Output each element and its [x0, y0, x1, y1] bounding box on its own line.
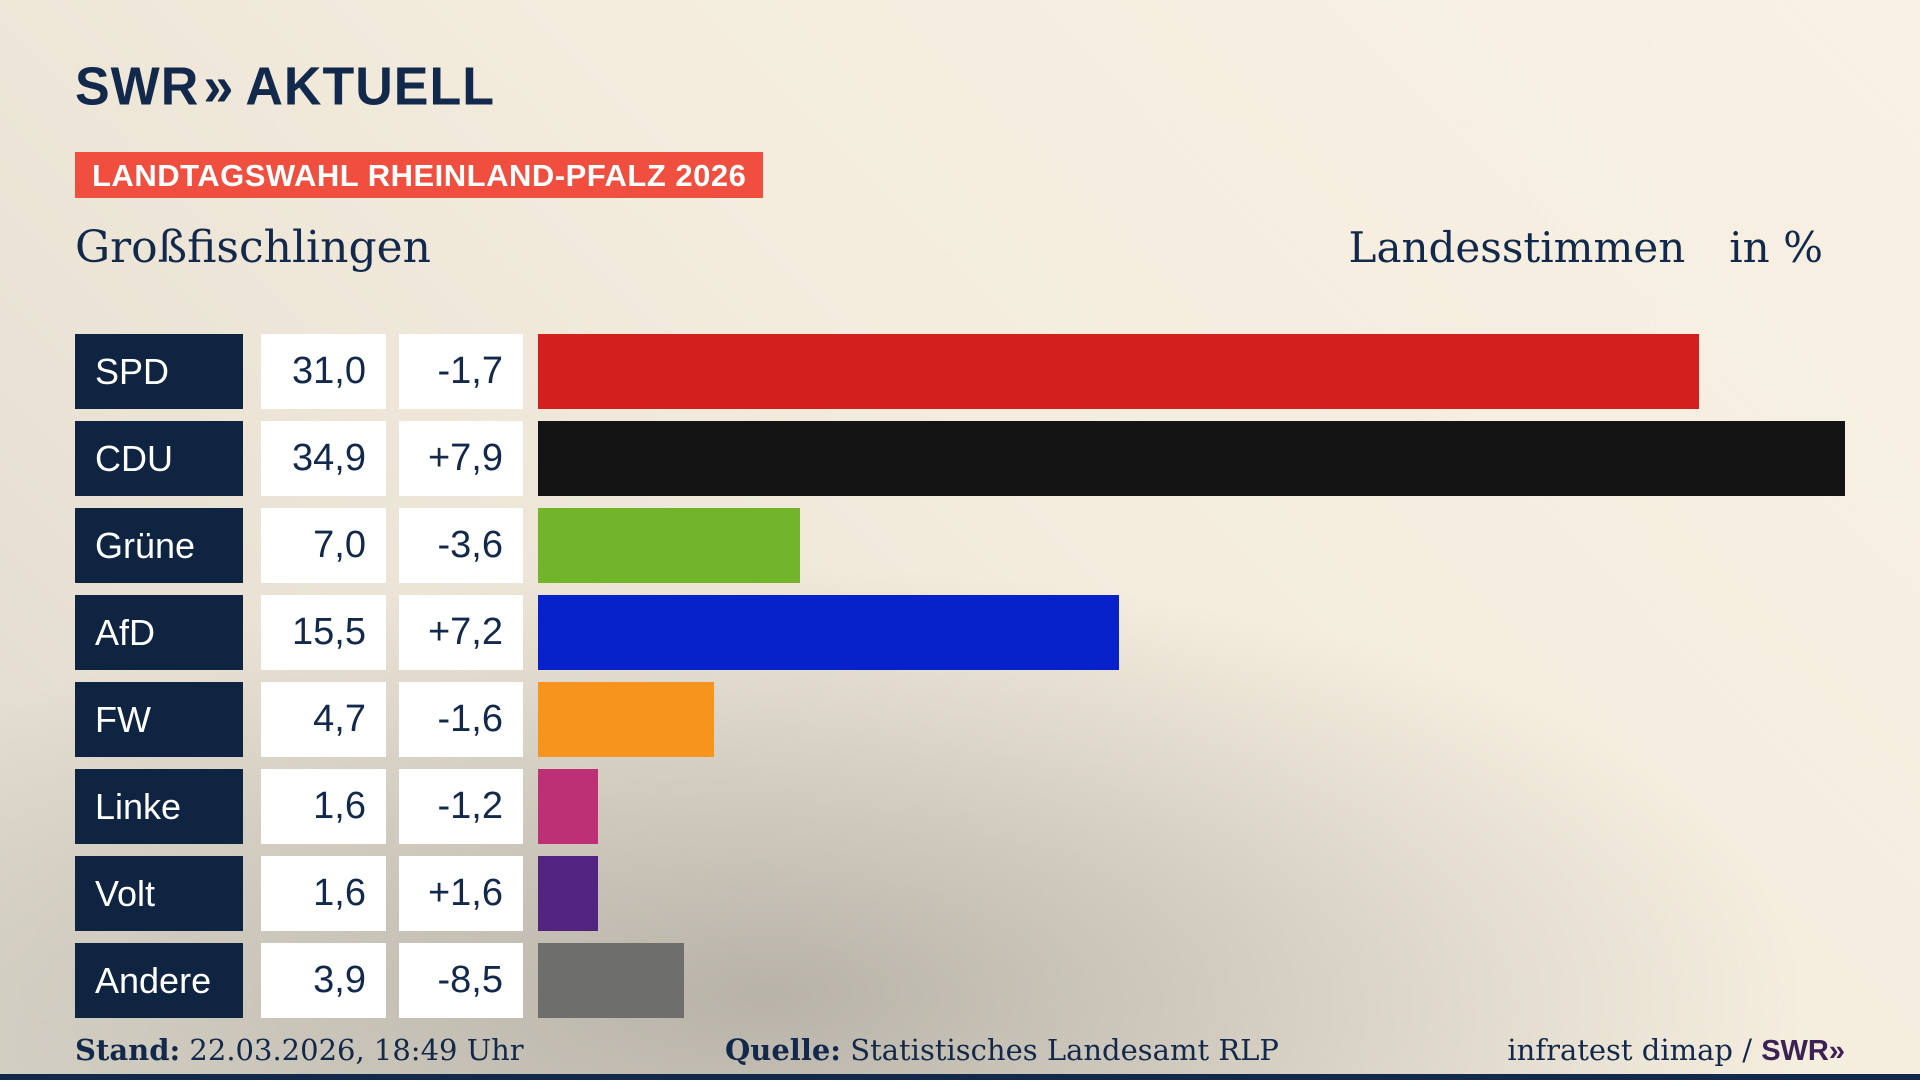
- double-chevron-icon: »: [203, 55, 233, 119]
- chart-subtitle: Landesstimmen in %: [1349, 223, 1823, 272]
- party-change: -1,6: [399, 682, 523, 757]
- title-row: Großfischlingen Landesstimmen in %: [75, 222, 1823, 273]
- table-row: Volt 1,6 +1,6: [75, 856, 1920, 931]
- bar-fill: [538, 856, 598, 931]
- credit-text: infratest dimap /: [1507, 1033, 1752, 1067]
- party-label: Linke: [75, 769, 243, 844]
- table-row: SPD 31,0 -1,7: [75, 334, 1920, 409]
- bar-fill: [538, 508, 801, 583]
- party-change: -1,7: [399, 334, 523, 409]
- party-change: +7,2: [399, 595, 523, 670]
- party-change: -8,5: [399, 943, 523, 1018]
- party-value: 3,9: [261, 943, 386, 1018]
- election-banner: LANDTAGSWAHL RHEINLAND-PFALZ 2026: [75, 152, 764, 198]
- bar-fill: [538, 421, 1846, 496]
- party-label: FW: [75, 682, 243, 757]
- party-value: 34,9: [261, 421, 386, 496]
- party-change: +1,6: [399, 856, 523, 931]
- unit-label: in %: [1729, 223, 1823, 272]
- table-row: Linke 1,6 -1,2: [75, 769, 1920, 844]
- quelle-value: Statistisches Landesamt RLP: [850, 1033, 1279, 1067]
- credit: infratest dimap / SWR»: [1507, 1033, 1845, 1068]
- bottom-accent-bar: [0, 1074, 1920, 1080]
- bar-track: [538, 508, 1920, 583]
- party-label: Grüne: [75, 508, 243, 583]
- timestamp: Stand: 22.03.2026, 18:49 Uhr: [75, 1033, 524, 1067]
- bar-fill: [538, 943, 685, 1018]
- bar-track: [538, 595, 1920, 670]
- vote-type-label: Landesstimmen: [1348, 223, 1686, 272]
- party-label: CDU: [75, 421, 243, 496]
- page-title: Großfischlingen: [75, 222, 431, 273]
- party-label: AfD: [75, 595, 243, 670]
- party-value: 15,5: [261, 595, 386, 670]
- swr-logo-small: SWR»: [1761, 1035, 1845, 1067]
- table-row: AfD 15,5 +7,2: [75, 595, 1920, 670]
- bar-track: [538, 334, 1920, 409]
- party-value: 1,6: [261, 769, 386, 844]
- party-label: Volt: [75, 856, 243, 931]
- bar-fill: [538, 769, 598, 844]
- party-value: 1,6: [261, 856, 386, 931]
- swr-aktuell-logo: SWR » AKTUELL: [75, 55, 495, 119]
- bar-track: [538, 856, 1920, 931]
- bar-track: [538, 421, 1920, 496]
- table-row: Grüne 7,0 -3,6: [75, 508, 1920, 583]
- bar-chart: SPD 31,0 -1,7 CDU 34,9 +7,9 Grüne 7,0 -3…: [75, 334, 1920, 1030]
- bar-track: [538, 943, 1920, 1018]
- party-value: 7,0: [261, 508, 386, 583]
- logo-text: SWR: [75, 56, 200, 118]
- bar-track: [538, 682, 1920, 757]
- party-label: SPD: [75, 334, 243, 409]
- party-change: -1,2: [399, 769, 523, 844]
- bar-fill: [538, 334, 1700, 409]
- bar-track: [538, 769, 1920, 844]
- party-value: 31,0: [261, 334, 386, 409]
- party-label: Andere: [75, 943, 243, 1018]
- party-value: 4,7: [261, 682, 386, 757]
- quelle-label: Quelle:: [725, 1033, 841, 1067]
- table-row: CDU 34,9 +7,9: [75, 421, 1920, 496]
- stand-label: Stand:: [75, 1033, 181, 1067]
- stand-value: 22.03.2026, 18:49 Uhr: [189, 1033, 524, 1067]
- table-row: FW 4,7 -1,6: [75, 682, 1920, 757]
- bar-fill: [538, 682, 715, 757]
- party-change: +7,9: [399, 421, 523, 496]
- party-change: -3,6: [399, 508, 523, 583]
- logo-suffix: AKTUELL: [245, 56, 496, 118]
- table-row: Andere 3,9 -8,5: [75, 943, 1920, 1018]
- source: Quelle: Statistisches Landesamt RLP: [725, 1033, 1279, 1067]
- bar-fill: [538, 595, 1119, 670]
